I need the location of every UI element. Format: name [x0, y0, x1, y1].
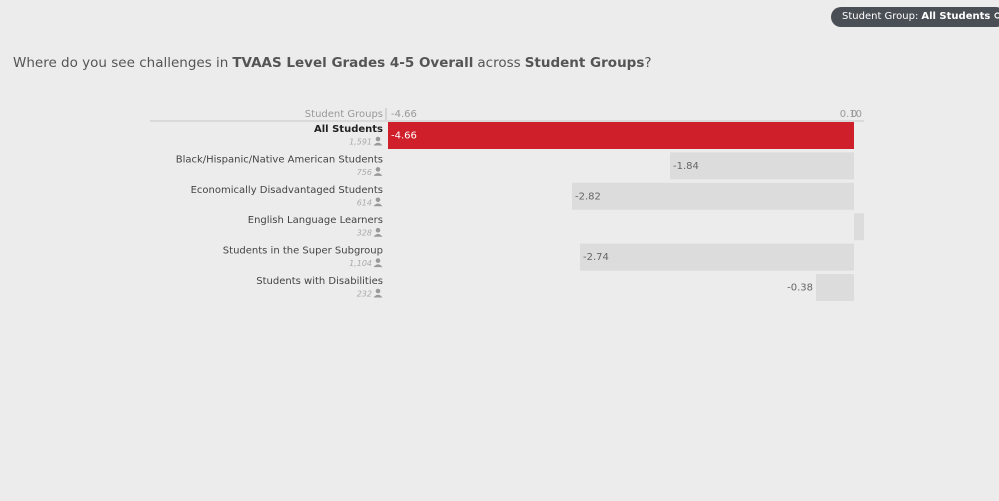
count-label: 1,591 [349, 138, 372, 147]
x-tick-label: 0 [851, 109, 857, 120]
person-icon [375, 197, 381, 203]
category-label: Students in the Super Subgroup [223, 246, 383, 257]
filter-value: All Students [921, 11, 991, 22]
question-part: Where do you see challenges in [13, 55, 229, 71]
category-label: All Students [314, 124, 383, 135]
person-icon [373, 203, 383, 207]
value-label: -2.82 [575, 191, 601, 202]
person-icon [375, 136, 381, 142]
person-icon [373, 264, 383, 268]
person-icon [375, 227, 381, 233]
count-label: 328 [357, 229, 372, 238]
value-label: -4.66 [391, 131, 417, 142]
count-label: 1,104 [349, 259, 372, 268]
x-tick-label: -4.66 [391, 109, 417, 120]
filter-label: Student Group: [842, 11, 919, 22]
person-icon [373, 142, 383, 146]
question-part: across [477, 55, 521, 71]
filter-pill[interactable]: Student Group: All Students [831, 7, 999, 27]
category-label: Students with Disabilities [256, 276, 383, 287]
question: Where do you see challenges in TVAAS Leve… [13, 55, 656, 71]
question-part: ? [644, 55, 652, 71]
value-label: -0.38 [787, 283, 813, 294]
category-label: Black/Hispanic/Native American Students [176, 154, 383, 165]
search-icon [993, 11, 999, 19]
count-label: 756 [357, 168, 372, 177]
count-label: 232 [357, 290, 372, 299]
axis-label: Student Groups [305, 109, 383, 120]
count-label: 614 [357, 198, 372, 207]
bar [816, 274, 854, 301]
person-icon [373, 173, 383, 176]
question-part: TVAAS Level Grades 4-5 Overall [232, 55, 474, 71]
x-tick-label: 0.10 [840, 109, 862, 120]
bar [854, 213, 864, 241]
category-label: Economically Disadvantaged Students [191, 185, 383, 196]
person-icon [375, 167, 381, 172]
bar [572, 182, 854, 210]
person-icon [375, 258, 381, 263]
value-label: -2.74 [583, 252, 609, 263]
category-label: English Language Learners [248, 215, 383, 226]
question-part: Student Groups [524, 55, 645, 71]
person-icon [373, 294, 383, 298]
bar [670, 152, 854, 180]
bar [388, 122, 854, 149]
value-label: -1.84 [673, 161, 699, 172]
bar [580, 243, 854, 271]
person-icon [375, 288, 381, 294]
person-icon [373, 233, 383, 237]
